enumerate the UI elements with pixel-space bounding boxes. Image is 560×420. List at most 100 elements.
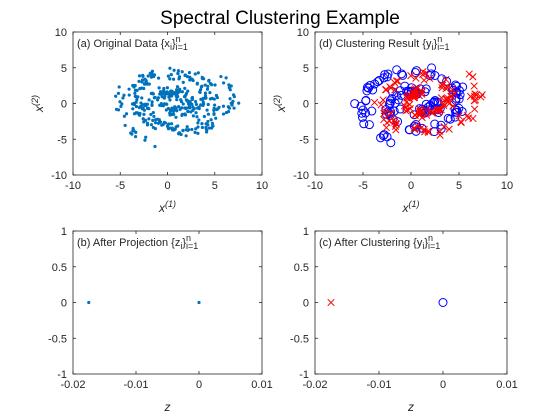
data-point: [357, 112, 367, 122]
data-point: [143, 118, 148, 122]
data-point: [176, 69, 181, 73]
data-point: [215, 107, 219, 111]
data-point: [147, 82, 151, 86]
data-point: [207, 126, 211, 130]
data-point: [184, 93, 188, 97]
data-point: [150, 69, 155, 73]
data-point: [152, 114, 156, 119]
data-point: [153, 126, 158, 131]
data-point: [159, 103, 163, 107]
y-tick-label: 0: [303, 99, 309, 111]
data-point: [169, 73, 173, 77]
y-tick-label: 0: [303, 298, 309, 310]
data-point: [445, 125, 453, 133]
data-point: [237, 101, 241, 105]
data-point: [411, 85, 420, 93]
data-point: [143, 138, 147, 142]
series-circle: [438, 298, 448, 307]
data-point: [327, 298, 335, 307]
data-point: [379, 73, 389, 83]
data-point: [420, 125, 428, 134]
data-point: [193, 99, 198, 104]
data-point: [377, 101, 385, 109]
data-point: [430, 119, 440, 129]
data-point: [361, 96, 371, 106]
data-point: [397, 69, 407, 79]
data-point: [172, 108, 176, 112]
series-dot: [127, 73, 241, 138]
data-point: [457, 106, 467, 116]
data-point: [139, 104, 143, 108]
data-point: [118, 100, 122, 104]
x-axis-label: z: [164, 400, 171, 414]
data-point: [166, 91, 170, 95]
data-point: [209, 118, 213, 122]
data-point: [151, 118, 155, 122]
data-point: [401, 103, 410, 111]
data-point: [213, 103, 217, 107]
data-point: [208, 90, 212, 95]
data-point: [445, 114, 455, 124]
y-tick-label: -1: [57, 369, 67, 381]
data-point: [201, 96, 205, 100]
data-point: [450, 90, 458, 98]
data-point: [189, 101, 193, 106]
data-point: [121, 96, 125, 100]
data-point: [409, 88, 417, 97]
y-tick-label: 5: [61, 63, 67, 75]
data-point: [376, 133, 386, 143]
data-point: [194, 102, 199, 107]
data-point: [162, 120, 166, 125]
data-point: [380, 107, 389, 115]
data-point: [186, 89, 190, 93]
data-point: [186, 128, 190, 132]
data-point: [385, 117, 394, 125]
data-point: [208, 81, 213, 86]
data-point: [419, 70, 427, 79]
panel-title: (a) Original Data {xi}n i=1: [77, 34, 188, 52]
data-point: [378, 131, 388, 141]
data-point: [147, 98, 151, 102]
x-axis-label: z: [407, 400, 414, 414]
data-point: [469, 114, 477, 123]
data-point: [458, 82, 468, 92]
data-point: [213, 83, 217, 87]
y-tick-label: 1: [303, 226, 309, 238]
data-point: [153, 95, 157, 100]
data-point: [174, 106, 178, 110]
data-point: [149, 75, 154, 79]
data-point: [364, 120, 374, 130]
x-tick-label: 0.01: [496, 379, 517, 391]
data-point: [421, 84, 431, 94]
data-point: [157, 86, 161, 90]
data-point: [470, 82, 478, 90]
data-point: [122, 114, 127, 118]
data-point: [380, 109, 388, 118]
x-tick-label: 0: [196, 379, 202, 391]
data-point: [196, 71, 200, 75]
data-point: [153, 144, 157, 149]
data-point: [191, 114, 195, 118]
data-point: [141, 106, 145, 110]
data-point: [226, 110, 231, 114]
data-point: [175, 97, 179, 102]
data-point: [129, 131, 133, 135]
data-point: [196, 121, 200, 125]
data-point: [232, 95, 236, 99]
y-tick-label: 5: [303, 63, 309, 75]
data-point: [231, 99, 235, 103]
data-point: [224, 76, 228, 80]
data-point: [418, 90, 426, 98]
data-point: [124, 112, 129, 116]
data-point: [200, 76, 205, 81]
data-point: [478, 91, 486, 99]
data-point: [391, 86, 399, 94]
data-point: [169, 122, 174, 126]
data-point: [149, 72, 153, 76]
data-point: [191, 105, 195, 109]
data-point: [438, 81, 446, 89]
data-point: [382, 72, 392, 82]
data-point: [392, 126, 400, 134]
data-point: [137, 112, 141, 116]
data-point: [133, 91, 137, 95]
